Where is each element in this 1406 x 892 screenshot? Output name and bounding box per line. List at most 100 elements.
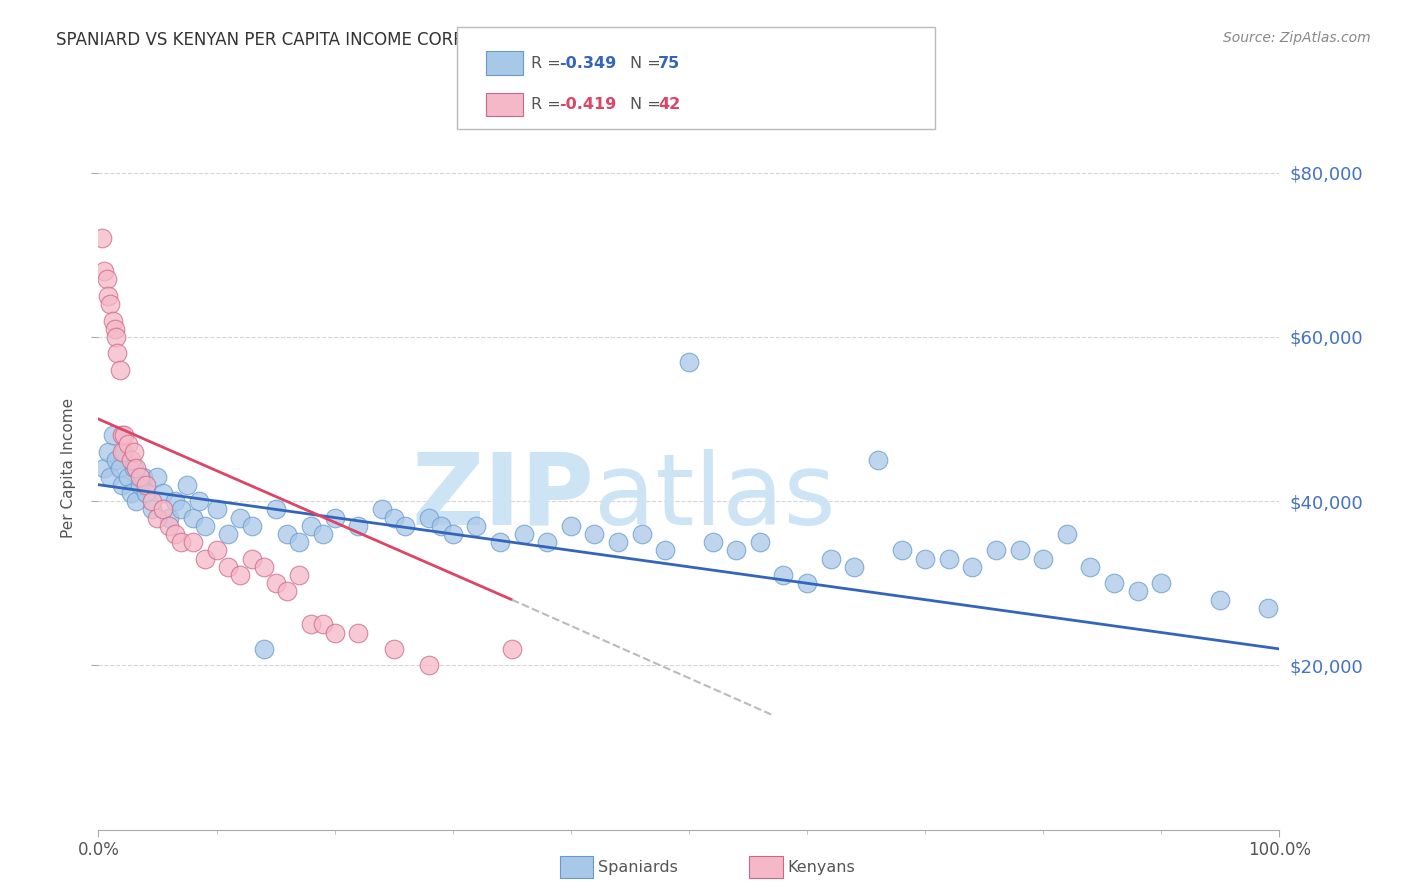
Text: N =: N = [630,55,666,70]
Text: R =: R = [531,55,567,70]
Text: R =: R = [531,96,567,112]
Point [217,527,239,541]
Point [111,428,134,442]
Point [121,486,143,500]
Point [128,469,150,483]
Point [229,510,252,524]
Point [820,551,842,566]
Point [93,264,115,278]
Point [96,272,118,286]
Point [105,453,128,467]
Point [630,527,652,541]
Point [146,510,169,524]
Point [1080,559,1102,574]
Point [264,502,287,516]
Point [418,658,440,673]
Point [890,543,912,558]
Point [125,461,148,475]
Point [607,535,630,549]
Text: SPANIARD VS KENYAN PER CAPITA INCOME CORRELATION CHART: SPANIARD VS KENYAN PER CAPITA INCOME COR… [56,31,598,49]
Point [181,535,204,549]
Point [288,535,311,549]
Point [725,543,748,558]
Point [312,617,335,632]
Point [217,559,239,574]
Point [866,453,889,467]
Point [128,477,150,491]
Point [583,527,606,541]
Point [748,535,770,549]
Point [165,527,187,541]
Point [205,543,228,558]
Point [165,494,187,508]
Point [125,494,148,508]
Point [264,576,287,591]
Point [371,502,394,516]
Point [382,510,405,524]
Point [240,518,263,533]
Point [187,494,209,508]
Point [347,518,370,533]
Point [441,527,464,541]
Point [141,494,163,508]
Point [430,518,453,533]
Point [240,551,263,566]
Point [984,543,1007,558]
Point [98,469,121,483]
Text: Kenyans: Kenyans [787,860,855,874]
Point [194,551,217,566]
Point [98,297,121,311]
Point [112,428,135,442]
Point [512,527,534,541]
Point [1126,584,1149,599]
Point [170,535,193,549]
Point [276,527,298,541]
Point [157,518,180,533]
Point [938,551,960,566]
Point [135,477,157,491]
Point [101,428,124,442]
Point [105,346,128,360]
Point [121,453,143,467]
Point [91,231,114,245]
Point [276,584,298,599]
Point [844,559,866,574]
Text: atlas: atlas [595,449,837,546]
Point [132,469,155,483]
Point [97,289,120,303]
Point [1102,576,1125,591]
Text: Spaniards: Spaniards [598,860,678,874]
Point [382,642,405,657]
Text: N =: N = [630,96,666,112]
Point [1150,576,1173,591]
Point [146,469,169,483]
Point [181,510,204,524]
Point [1032,551,1054,566]
Point [152,502,174,516]
Point [299,518,322,533]
Point [108,363,131,377]
Point [654,543,676,558]
Point [170,502,193,516]
Point [122,461,145,475]
Point [135,486,157,500]
Point [288,568,311,582]
Point [229,568,252,582]
Point [347,625,370,640]
Point [97,445,120,459]
Point [111,445,134,459]
Point [1257,600,1279,615]
Point [312,527,335,541]
Point [141,502,163,516]
Point [117,436,139,450]
Point [560,518,582,533]
Y-axis label: Per Capita Income: Per Capita Income [60,398,76,539]
Point [914,551,936,566]
Point [418,510,440,524]
Text: Source: ZipAtlas.com: Source: ZipAtlas.com [1223,31,1371,45]
Point [323,510,346,524]
Point [1008,543,1031,558]
Point [465,518,488,533]
Point [112,445,135,459]
Point [194,518,217,533]
